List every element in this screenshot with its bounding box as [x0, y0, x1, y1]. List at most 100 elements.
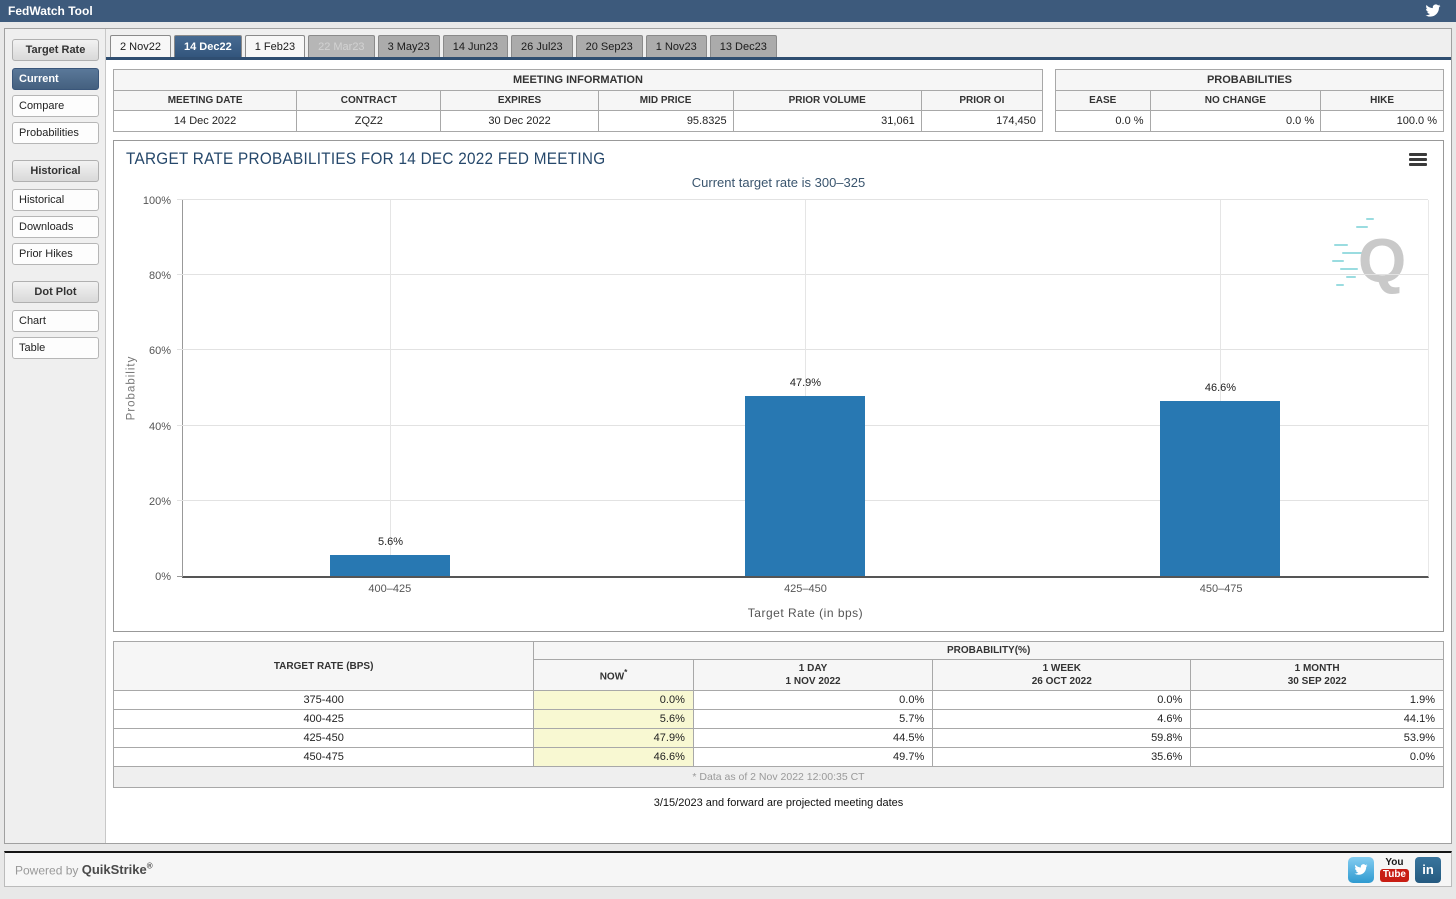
sidebar-item-probabilities[interactable]: Probabilities	[12, 122, 99, 144]
footer-twitter-icon[interactable]	[1347, 856, 1374, 883]
chart-panel: TARGET RATE PROBABILITIES FOR 14 DEC 202…	[113, 140, 1444, 632]
x-tick-label: 450–475	[1199, 583, 1243, 595]
sidebar-item-current[interactable]: Current	[12, 68, 99, 90]
column-header-now: NOW*	[533, 659, 694, 691]
sidebar-header-target-rate: Target Rate	[12, 39, 99, 61]
content-area: 2 Nov22 14 Dec22 1 Feb23 22 Mar23 3 May23 14 …	[105, 29, 1451, 843]
app-header: FedWatch Tool	[0, 0, 1456, 22]
tab-26-jul23[interactable]: 26 Jul23	[511, 35, 573, 57]
data-as-of-note: * Data as of 2 Nov 2022 12:00:35 CT	[113, 766, 1444, 788]
bar-400-425[interactable]	[330, 554, 451, 576]
chart-subtitle: Current target rate is 300–325	[691, 175, 866, 190]
y-tick-label: 0%	[155, 571, 171, 583]
probability-value: 44.5%	[692, 728, 934, 748]
column-header-no-change: NO CHANGE	[1149, 90, 1322, 111]
value-meeting-date: 14 Dec 2022	[112, 110, 298, 132]
twitter-icon[interactable]	[1424, 3, 1444, 19]
probability-value: 44.1%	[1190, 709, 1444, 729]
y-tick-label: 100%	[142, 195, 171, 207]
quikstrike-link[interactable]: QuikStrike®	[81, 861, 153, 878]
footer-bar: Powered by QuikStrike® You Tube in	[4, 851, 1452, 887]
bar-value-label: 47.9%	[789, 376, 822, 389]
meeting-information-title: MEETING INFORMATION	[113, 69, 1043, 91]
probability-value: 53.9%	[1190, 728, 1444, 748]
probability-value: 47.9%	[533, 728, 694, 748]
sidebar-item-downloads[interactable]: Downloads	[12, 216, 99, 238]
value-no-change: 0.0 %	[1149, 110, 1322, 132]
tab-22-mar23: 22 Mar23	[308, 35, 375, 57]
sidebar-item-compare[interactable]: Compare	[12, 95, 99, 117]
chart-menu-icon[interactable]	[1409, 153, 1427, 168]
sidebar: Target Rate Current Compare Probabilities Hi…	[5, 29, 105, 843]
powered-by-text: Powered by	[15, 863, 79, 878]
meeting-date-tabs: 2 Nov22 14 Dec22 1 Feb23 22 Mar23 3 May23 14 …	[106, 29, 1451, 60]
info-tables-row: MEETING INFORMATION MEETING DATE CONTRACT E…	[106, 60, 1451, 136]
value-expires: 30 Dec 2022	[440, 110, 599, 132]
sidebar-item-table[interactable]: Table	[12, 337, 99, 359]
y-tick-label: 20%	[148, 495, 171, 508]
probability-value: 1.9%	[1190, 690, 1444, 710]
zero-tick	[177, 576, 183, 577]
projected-dates-note: 3/15/2023 and forward are projected meet…	[653, 797, 904, 809]
main-container: Target Rate Current Compare Probabilities Hi…	[4, 28, 1452, 844]
probability-history-table: TARGET RATE (BPS) PROBABILITY(%) NOW* 1 DAY…	[112, 641, 1444, 788]
column-header-prior-volume: PRIOR VOLUME	[732, 90, 922, 111]
column-header-mid-price: MID PRICE	[597, 90, 734, 111]
column-header-1-day: 1 DAY 1 NOV 2022	[692, 659, 934, 691]
probability-value: 46.6%	[533, 747, 694, 767]
probability-value: 5.7%	[692, 709, 934, 729]
column-header-1-month: 1 MONTH 30 SEP 2022	[1190, 659, 1444, 691]
footer-youtube-icon[interactable]: You Tube	[1379, 857, 1409, 882]
y-tick-label: 80%	[148, 270, 171, 283]
x-axis-title: Target Rate (in bps)	[747, 606, 864, 620]
target-rate-range: 450-475	[112, 747, 535, 767]
sidebar-header-dot-plot: Dot Plot	[12, 281, 99, 303]
meeting-information-table: MEETING INFORMATION MEETING DATE CONTRACT E…	[112, 69, 1043, 132]
value-ease: 0.0 %	[1054, 110, 1151, 132]
watermark-letter: Q	[1358, 227, 1406, 296]
social-links: You Tube in	[1347, 856, 1441, 883]
sidebar-item-prior-hikes[interactable]: Prior Hikes	[12, 243, 99, 265]
tab-1-nov23[interactable]: 1 Nov23	[645, 35, 707, 57]
sidebar-item-historical[interactable]: Historical	[12, 189, 99, 211]
probabilities-summary-table: PROBABILITIES EASE NO CHANGE HIKE 0.0 % 0.0 %…	[1054, 69, 1445, 132]
bar-value-label: 46.6%	[1204, 381, 1237, 394]
footer-linkedin-icon[interactable]: in	[1415, 856, 1441, 883]
probability-value: 59.8%	[932, 728, 1192, 748]
chart-plot: Probability Q	[125, 195, 1429, 583]
probability-value: 0.0%	[932, 690, 1192, 710]
x-tick-label: 425–450	[784, 583, 827, 595]
value-mid-price: 95.8325	[597, 110, 734, 132]
probability-value: 0.0%	[533, 690, 694, 710]
footnote-marker: *	[624, 667, 628, 678]
column-header-expires: EXPIRES	[440, 90, 599, 111]
quikstrike-watermark-icon: Q	[1332, 214, 1412, 298]
tab-14-jun23[interactable]: 14 Jun23	[442, 35, 509, 57]
column-header-prior-oi: PRIOR OI	[920, 90, 1043, 111]
x-tick-label: 400–425	[368, 583, 412, 595]
column-header-meeting-date: MEETING DATE	[112, 90, 298, 111]
table-row: 450-475 46.6% 49.7% 35.6% 0.0%	[112, 747, 1444, 767]
target-rate-range: 375-400	[112, 690, 535, 710]
probability-value: 0.0%	[692, 690, 934, 710]
target-rate-bps-header: TARGET RATE (BPS)	[112, 641, 535, 691]
chart-title: TARGET RATE PROBABILITIES FOR 14 DEC 202…	[126, 149, 606, 168]
probability-value: 0.0%	[1190, 747, 1444, 767]
sidebar-item-chart[interactable]: Chart	[12, 310, 99, 332]
probability-value: 4.6%	[932, 709, 1192, 729]
tab-3-may23[interactable]: 3 May23	[377, 35, 440, 57]
probability-value: 5.6%	[533, 709, 694, 729]
y-tick-label: 40%	[148, 420, 171, 433]
value-prior-volume: 31,061	[732, 110, 922, 132]
bar-425-450[interactable]	[745, 395, 866, 576]
probability-value: 49.7%	[692, 747, 934, 767]
tab-20-sep23[interactable]: 20 Sep23	[575, 35, 643, 57]
tab-14-dec22[interactable]: 14 Dec22	[173, 35, 242, 57]
sidebar-header-historical: Historical	[12, 160, 99, 182]
bar-450-475[interactable]	[1160, 400, 1281, 576]
x-axis-labels: 400–425 425–450 450–475	[182, 583, 1429, 598]
tab-1-feb23[interactable]: 1 Feb23	[244, 35, 306, 57]
tab-2-nov22[interactable]: 2 Nov22	[110, 35, 171, 57]
tab-13-dec23[interactable]: 13 Dec23	[709, 35, 777, 57]
table-row: 375-400 0.0% 0.0% 0.0% 1.9%	[112, 690, 1444, 710]
